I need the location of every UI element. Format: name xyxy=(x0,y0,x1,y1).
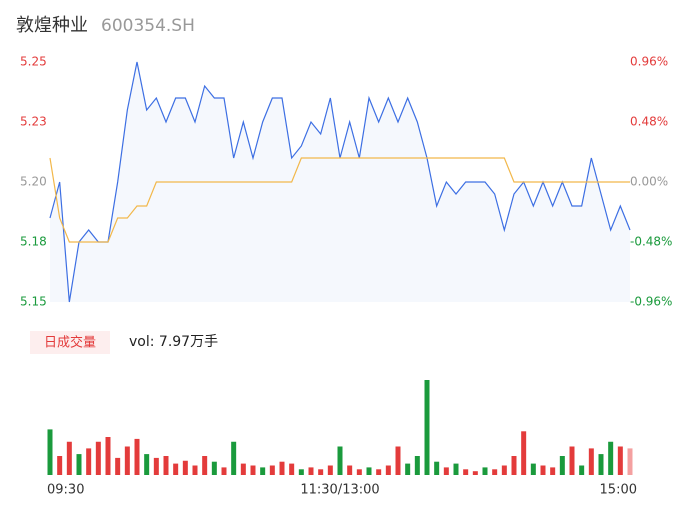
volume-bar xyxy=(327,465,333,475)
volume-bar xyxy=(482,467,488,475)
y-tick-label: 5.20 xyxy=(20,175,47,189)
volume-bar xyxy=(608,441,614,475)
x-tick-label: 15:00 xyxy=(600,483,637,498)
volume-bar xyxy=(66,441,72,475)
volume-bar xyxy=(569,446,575,475)
volume-bar xyxy=(434,461,440,475)
chart-title: 敦煌种业 xyxy=(16,15,88,36)
volume-bar xyxy=(260,467,266,475)
volume-bar xyxy=(463,469,469,475)
volume-bar xyxy=(347,465,353,475)
volume-bar xyxy=(356,469,362,475)
volume-bar xyxy=(540,465,546,475)
volume-bar xyxy=(173,463,179,475)
y2-tick-label: -0.48% xyxy=(630,235,672,249)
y2-tick-label: 0.96% xyxy=(630,55,668,69)
volume-bar xyxy=(250,465,256,475)
y-tick-label: 5.15 xyxy=(20,295,47,309)
volume-bar xyxy=(598,454,604,475)
y2-tick-label: 0.00% xyxy=(630,175,668,189)
volume-bar xyxy=(627,448,633,475)
volume-bar xyxy=(366,467,372,475)
volume-bar xyxy=(443,467,449,475)
volume-bar xyxy=(86,448,92,475)
x-tick-label: 09:30 xyxy=(47,483,84,498)
volume-bar xyxy=(501,465,507,475)
volume-bar xyxy=(424,380,430,475)
series-line xyxy=(49,157,630,243)
volume-bar xyxy=(182,460,188,475)
chart-subtitle: 600354.SH xyxy=(101,16,195,36)
volume-bar xyxy=(115,457,121,475)
volume-bar xyxy=(376,469,382,475)
volume-bar xyxy=(308,467,314,475)
volume-bar xyxy=(231,441,237,475)
volume-bar xyxy=(240,463,246,475)
volume-bar xyxy=(269,465,275,475)
volume-bar xyxy=(588,448,594,475)
volume-bar xyxy=(550,467,556,475)
volume-bar xyxy=(453,463,459,475)
y2-tick-label: -0.96% xyxy=(630,295,672,309)
y-tick-label: 5.23 xyxy=(20,115,47,129)
volume-bar xyxy=(202,456,208,475)
volume-bar xyxy=(134,438,140,475)
volume-bar xyxy=(385,465,391,475)
volume-bar xyxy=(492,469,498,475)
volume-bar xyxy=(405,463,411,475)
volume-bar xyxy=(105,437,111,475)
volume-bar xyxy=(414,456,420,475)
volume-bar xyxy=(153,457,159,475)
volume-bar xyxy=(511,456,517,475)
volume-bar xyxy=(298,469,304,475)
volume-bar xyxy=(530,463,536,475)
y2-tick-label: 0.48% xyxy=(630,115,668,129)
volume-bar xyxy=(337,446,343,475)
volume-label: 日成交量 xyxy=(44,335,96,351)
volume-bar xyxy=(47,429,53,475)
volume-bar xyxy=(76,454,82,475)
volume-bar xyxy=(163,456,169,475)
volume-bar xyxy=(192,465,198,475)
volume-bar xyxy=(395,446,401,475)
volume-bar xyxy=(221,467,227,475)
volume-bar xyxy=(318,469,324,475)
volume-bar xyxy=(57,456,63,475)
y-tick-label: 5.18 xyxy=(20,235,47,249)
y-tick-label: 5.25 xyxy=(20,55,47,69)
volume-bar xyxy=(124,446,130,475)
volume-bar xyxy=(617,446,623,475)
volume-bar xyxy=(579,465,585,475)
volume-label-bg xyxy=(30,331,110,354)
volume-bar xyxy=(472,471,478,475)
volume-bar xyxy=(144,454,150,475)
volume-bar xyxy=(521,431,527,475)
volume-bar xyxy=(289,463,295,475)
volume-bar xyxy=(279,461,285,475)
volume-bar xyxy=(559,456,565,475)
volume-bar xyxy=(95,441,101,475)
volume-text: vol: 7.97万手 xyxy=(129,334,218,350)
volume-bar xyxy=(211,461,217,475)
x-tick-label: 11:30/13:00 xyxy=(300,483,379,498)
